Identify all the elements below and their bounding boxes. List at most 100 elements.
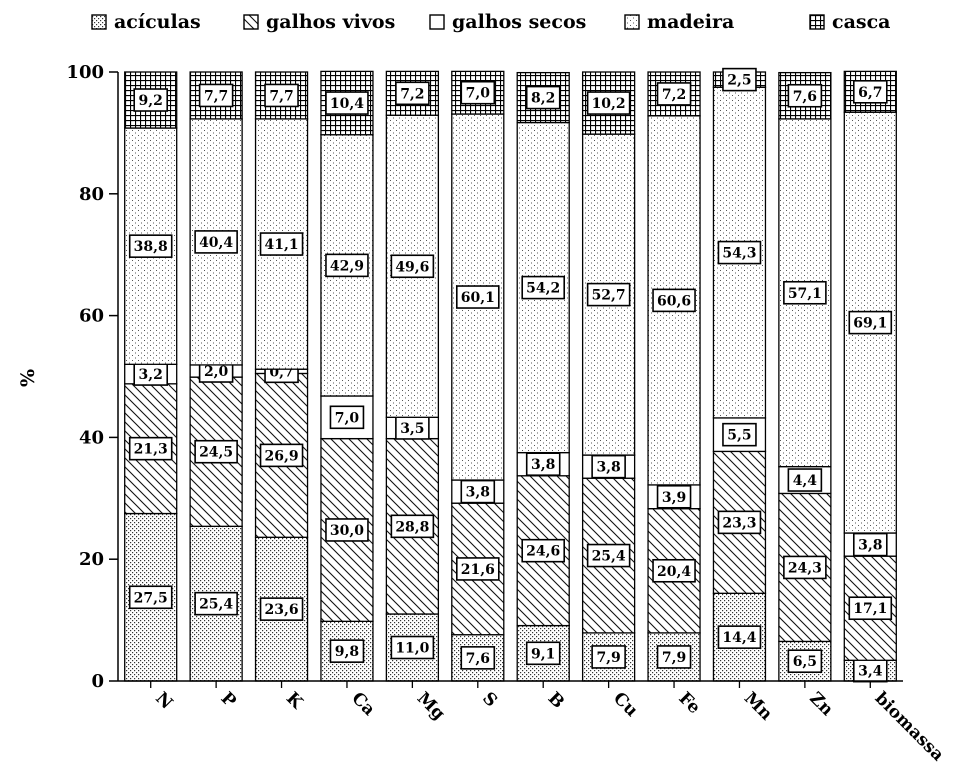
y-axis-label: % [17,369,39,387]
x-tick-label: biomassa [871,688,948,765]
legend-swatch [429,14,445,30]
data-label: 9,8 [335,644,359,660]
x-tick-label: Mg [413,688,449,724]
data-label: 11,0 [395,641,429,657]
data-label-box [521,538,566,563]
x-tick-label: Fe [675,688,705,718]
data-label-box [783,555,827,580]
data-label-box [390,635,435,660]
data-label: 7,9 [662,650,686,666]
bar-segment-p-4 [189,71,243,120]
data-label: 24,3 [788,560,822,576]
data-label: 17,1 [853,601,887,617]
data-label: 54,2 [526,281,560,297]
data-label: 26,9 [264,448,298,464]
data-label-box [652,558,696,583]
data-label-box [194,230,238,254]
data-label-box [194,591,238,616]
data-label-box [128,436,173,461]
data-label: 7,7 [204,88,228,104]
data-label: 10,4 [330,96,364,112]
x-tick-label: Zn [805,688,837,720]
legend-label: acículas [114,11,201,33]
data-label: 21,6 [461,562,495,578]
data-label-box [259,443,304,468]
legend-label: galhos vivos [266,11,395,33]
data-label: 52,7 [592,288,626,304]
data-label: 21,3 [134,442,168,458]
data-label: 7,2 [400,86,424,102]
data-label-box [521,275,566,300]
data-label-box [390,254,435,279]
data-label: 7,7 [269,88,293,104]
legend-swatch [91,14,107,30]
data-label-box [787,83,823,108]
data-label: 6,5 [793,654,817,670]
data-label: 38,8 [134,239,168,255]
data-label: 40,4 [199,235,233,251]
data-label-box [525,85,561,110]
data-label: 3,2 [139,367,163,383]
data-label: 14,4 [722,630,756,646]
data-label: 7,6 [793,89,817,105]
legend-swatch [243,14,259,30]
data-label: 24,5 [199,445,233,461]
data-label-box [783,280,827,305]
y-tick-label: 80 [79,184,104,205]
data-label: 54,3 [722,246,756,262]
data-label: 57,1 [788,286,822,302]
data-label-box [525,641,561,666]
data-label: 7,0 [335,410,360,426]
y-tick-label: 100 [66,62,104,83]
data-label: 69,1 [853,316,887,332]
data-label: 60,1 [461,290,495,306]
plot-area: 27,5 21,3 3,2 38,8 9,2 N 25,4 24,5 2,0 40,4 7,7 P 23… [17,62,948,765]
data-label-box [198,83,234,108]
data-label: 9,1 [531,646,555,662]
legend-label: madeira [647,11,734,33]
data-label: 27,5 [134,590,168,606]
data-label-box [717,240,762,265]
legend-label: galhos secos [452,11,586,33]
data-label-box [325,518,369,542]
data-label-box [852,79,888,104]
x-tick-label: Cu [609,688,641,720]
data-label: 2,0 [204,364,229,380]
data-label-box [460,646,496,670]
data-label: 42,9 [330,258,364,274]
data-label: 24,6 [526,544,560,560]
data-label-box [390,514,435,539]
data-label: 25,4 [199,597,233,613]
data-label-box [652,288,696,313]
data-label-box [455,285,500,309]
data-label: 3,8 [596,460,620,476]
data-label-box [329,639,365,663]
data-label: 23,3 [722,515,756,531]
data-label: 30,0 [330,523,364,539]
data-label: 49,6 [395,259,429,275]
data-label-box [329,405,365,430]
x-tick-label: Ca [347,688,378,719]
data-label-box [259,232,304,256]
data-label-box [717,625,762,649]
data-label-box [194,439,238,464]
x-tick-label: N [151,688,176,713]
data-label-box [656,82,692,106]
data-label-box [787,649,823,674]
data-label-box [586,282,631,307]
data-label-box [722,422,757,447]
data-label-box [656,645,692,669]
data-label: 2,5 [727,73,751,89]
data-label: 7,0 [466,86,491,102]
data-label-box [591,645,626,669]
legend-label: casca [832,11,890,33]
data-label: 3,8 [466,485,490,501]
data-label-box [133,88,169,112]
data-label: 7,9 [596,650,620,666]
data-label: 3,8 [531,457,555,473]
data-label: 4,4 [793,473,818,489]
y-tick-label: 60 [79,306,104,327]
data-label: 3,4 [858,664,883,680]
data-label-box [586,543,631,568]
